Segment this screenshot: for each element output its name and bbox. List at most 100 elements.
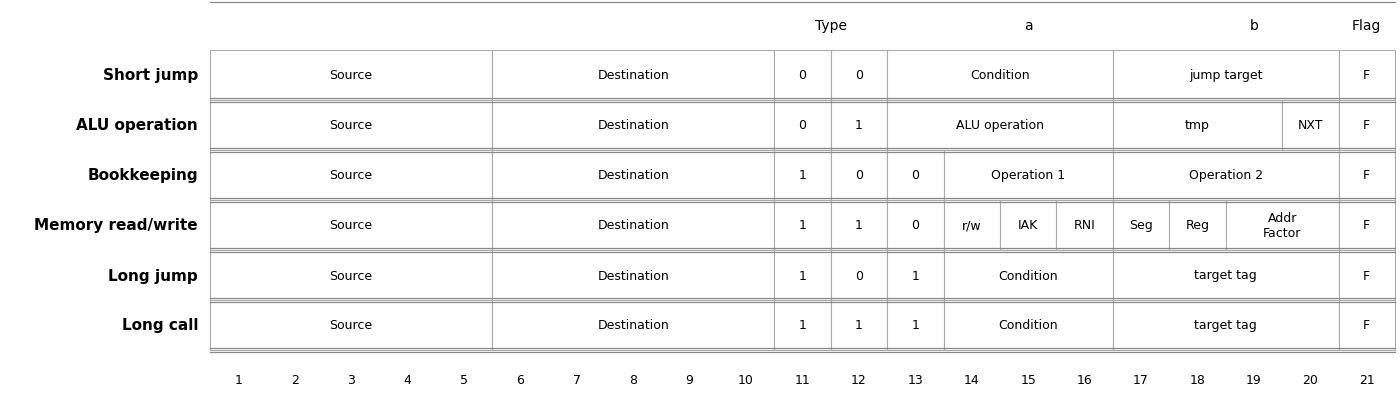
Text: Long jump: Long jump <box>108 268 197 283</box>
Bar <box>1057 200 1113 250</box>
Text: Source: Source <box>329 269 372 282</box>
Text: 14: 14 <box>965 373 980 386</box>
Text: Destination: Destination <box>598 269 669 282</box>
Text: RNI: RNI <box>1074 219 1096 232</box>
Bar <box>888 51 1113 101</box>
Text: Source: Source <box>329 119 372 132</box>
Text: F: F <box>1364 169 1371 182</box>
Text: ALU operation: ALU operation <box>956 119 1044 132</box>
Bar <box>830 300 888 350</box>
Text: 1: 1 <box>798 319 806 332</box>
Bar <box>830 51 888 101</box>
Text: 0: 0 <box>855 269 862 282</box>
Text: F: F <box>1364 119 1371 132</box>
Text: target tag: target tag <box>1194 269 1257 282</box>
Bar <box>944 200 1000 250</box>
Bar <box>493 200 774 250</box>
Bar <box>888 151 944 200</box>
Text: 21: 21 <box>1359 373 1375 386</box>
Bar <box>1169 200 1226 250</box>
Bar <box>1113 151 1338 200</box>
Text: Destination: Destination <box>598 319 669 332</box>
Text: F: F <box>1364 219 1371 232</box>
Text: Destination: Destination <box>598 219 669 232</box>
Text: tmp: tmp <box>1184 119 1210 132</box>
Text: 1: 1 <box>798 219 806 232</box>
Text: 10: 10 <box>738 373 755 386</box>
Text: 3: 3 <box>347 373 356 386</box>
Text: ALU operation: ALU operation <box>76 118 197 133</box>
Bar <box>493 250 774 300</box>
Text: 1: 1 <box>855 119 862 132</box>
Bar <box>944 151 1113 200</box>
Text: Destination: Destination <box>598 69 669 82</box>
Text: 0: 0 <box>855 69 862 82</box>
Text: r/w: r/w <box>962 219 981 232</box>
Text: Destination: Destination <box>598 119 669 132</box>
Text: Condition: Condition <box>998 269 1058 282</box>
Text: 11: 11 <box>795 373 811 386</box>
Text: 5: 5 <box>461 373 468 386</box>
Bar <box>1113 101 1282 151</box>
Text: Addr
Factor: Addr Factor <box>1263 211 1302 239</box>
Bar <box>493 51 774 101</box>
Bar <box>1113 51 1338 101</box>
Text: Operation 2: Operation 2 <box>1189 169 1263 182</box>
Bar <box>888 250 944 300</box>
Text: 0: 0 <box>911 169 920 182</box>
Text: 0: 0 <box>798 119 806 132</box>
Text: Source: Source <box>329 69 372 82</box>
Text: Condition: Condition <box>998 319 1058 332</box>
Text: 1: 1 <box>798 269 806 282</box>
Bar <box>1338 200 1394 250</box>
Bar <box>1338 250 1394 300</box>
Bar <box>830 101 888 151</box>
Text: Seg: Seg <box>1130 219 1154 232</box>
Text: Memory read/write: Memory read/write <box>35 218 197 233</box>
Bar <box>888 101 1113 151</box>
Text: 1: 1 <box>855 219 862 232</box>
Text: IAK: IAK <box>1018 219 1039 232</box>
Bar <box>210 250 493 300</box>
Text: 12: 12 <box>851 373 867 386</box>
Bar <box>210 101 493 151</box>
Bar <box>944 300 1113 350</box>
Bar <box>210 51 493 101</box>
Bar <box>888 200 944 250</box>
Text: F: F <box>1364 269 1371 282</box>
Text: 15: 15 <box>1021 373 1036 386</box>
Text: 4: 4 <box>403 373 412 386</box>
Bar <box>1113 250 1338 300</box>
Text: F: F <box>1364 319 1371 332</box>
Text: F: F <box>1364 69 1371 82</box>
Bar <box>774 250 830 300</box>
Text: target tag: target tag <box>1194 319 1257 332</box>
Text: Long call: Long call <box>122 318 197 333</box>
Text: 8: 8 <box>629 373 637 386</box>
Bar <box>493 300 774 350</box>
Bar <box>1282 101 1338 151</box>
Bar <box>830 151 888 200</box>
Text: Operation 1: Operation 1 <box>991 169 1065 182</box>
Text: 1: 1 <box>911 269 920 282</box>
Text: 9: 9 <box>686 373 693 386</box>
Text: Bookkeeping: Bookkeeping <box>87 168 197 183</box>
Bar <box>1338 151 1394 200</box>
Text: 1: 1 <box>234 373 242 386</box>
Text: 1: 1 <box>911 319 920 332</box>
Text: Source: Source <box>329 319 372 332</box>
Bar <box>774 200 830 250</box>
Text: Flag: Flag <box>1352 19 1382 33</box>
Text: b: b <box>1249 19 1259 33</box>
Bar <box>944 250 1113 300</box>
Text: 1: 1 <box>855 319 862 332</box>
Text: Reg: Reg <box>1186 219 1210 232</box>
Text: 1: 1 <box>798 169 806 182</box>
Bar <box>774 300 830 350</box>
Text: 20: 20 <box>1302 373 1319 386</box>
Text: a: a <box>1023 19 1033 33</box>
Text: 17: 17 <box>1133 373 1149 386</box>
Bar <box>493 101 774 151</box>
Text: jump target: jump target <box>1189 69 1263 82</box>
Text: 0: 0 <box>798 69 806 82</box>
